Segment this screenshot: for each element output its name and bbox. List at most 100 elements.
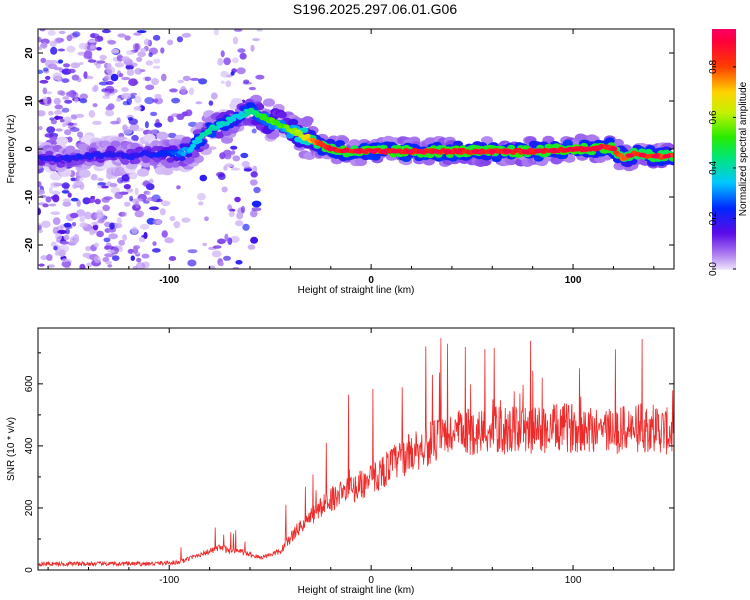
noise-speck bbox=[168, 256, 177, 261]
noise-speck bbox=[235, 220, 244, 227]
noise-speck bbox=[230, 145, 238, 150]
noise-speck bbox=[48, 186, 53, 194]
ridge-blob bbox=[206, 130, 213, 135]
colorbar-step bbox=[712, 29, 736, 32]
noise-speck bbox=[69, 127, 80, 132]
noise-speck bbox=[153, 58, 161, 64]
noise-speck bbox=[116, 217, 122, 225]
noise-speck bbox=[71, 222, 77, 227]
colorbar-step bbox=[712, 75, 736, 78]
noise-speck bbox=[154, 93, 162, 99]
noise-speck bbox=[208, 100, 214, 106]
noise-speck bbox=[136, 56, 143, 63]
noise-speck bbox=[137, 51, 146, 58]
noise-speck bbox=[149, 206, 159, 211]
noise-speck bbox=[228, 210, 235, 218]
colorbar-step bbox=[712, 63, 736, 66]
noise-speck bbox=[50, 211, 60, 215]
y-tick-label: 0 bbox=[24, 567, 35, 573]
noise-speck bbox=[155, 219, 162, 225]
noise-speck bbox=[73, 180, 84, 187]
colorbar-step bbox=[712, 55, 736, 58]
noise-speck bbox=[96, 209, 103, 214]
ridge-blob bbox=[45, 150, 54, 157]
colorbar-step bbox=[712, 203, 736, 206]
noise-speck bbox=[75, 113, 85, 118]
noise-speck bbox=[152, 248, 161, 253]
colorbar-step bbox=[712, 221, 736, 224]
noise-speck bbox=[110, 120, 119, 125]
colorbar-step bbox=[712, 127, 736, 130]
noise-speck bbox=[63, 129, 72, 136]
noise-speck bbox=[43, 96, 48, 104]
noise-speck bbox=[108, 227, 117, 233]
colorbar-step bbox=[712, 153, 736, 156]
y-tick-label: 0 bbox=[24, 146, 35, 152]
ridge-bead bbox=[432, 149, 441, 154]
noise-speck bbox=[167, 115, 174, 123]
noise-speck bbox=[169, 215, 176, 222]
colorbar-step bbox=[712, 151, 736, 154]
colorbar-step bbox=[712, 81, 736, 84]
noise-speck bbox=[38, 125, 43, 131]
colorbar-step bbox=[712, 131, 736, 134]
noise-speck bbox=[220, 80, 225, 84]
noise-speck bbox=[83, 71, 88, 79]
colorbar-step bbox=[712, 173, 736, 176]
y-tick-label: -10 bbox=[24, 189, 35, 204]
colorbar-step bbox=[712, 39, 736, 42]
colorbar-tick-label: 0.2 bbox=[708, 211, 719, 225]
ridge-blob bbox=[335, 140, 345, 147]
noise-speck bbox=[240, 152, 249, 159]
noise-speck bbox=[57, 59, 64, 64]
colorbar-step bbox=[712, 267, 736, 270]
noise-speck bbox=[241, 160, 250, 168]
ridge-blob bbox=[170, 160, 181, 168]
y-tick-label: 10 bbox=[24, 95, 35, 107]
colorbar-step bbox=[712, 107, 736, 110]
ridge-bead bbox=[417, 149, 425, 154]
noise-speck bbox=[145, 60, 154, 66]
noise-speck bbox=[38, 263, 45, 267]
noise-speck bbox=[38, 36, 42, 43]
noise-speck bbox=[232, 266, 240, 269]
noise-speck bbox=[97, 177, 104, 182]
noise-speck bbox=[121, 174, 130, 182]
noise-speck bbox=[58, 30, 66, 35]
colorbar-step bbox=[712, 109, 736, 112]
noise-speck bbox=[139, 223, 150, 230]
colorbar-step bbox=[712, 183, 736, 186]
noise-speck bbox=[54, 110, 63, 115]
noise-speck bbox=[50, 119, 58, 125]
noise-speck bbox=[221, 186, 228, 193]
noise-speck bbox=[67, 136, 73, 143]
noise-speck bbox=[76, 77, 82, 83]
ridge-bead bbox=[521, 149, 530, 154]
ridge-bead bbox=[454, 149, 463, 154]
colorbar-step bbox=[712, 165, 736, 168]
noise-speck bbox=[55, 128, 63, 132]
noise-speck bbox=[101, 185, 109, 189]
noise-speck bbox=[85, 245, 92, 252]
noise-speck bbox=[176, 113, 185, 121]
noise-speck bbox=[42, 203, 49, 208]
noise-speck bbox=[86, 197, 96, 204]
noise-speck bbox=[237, 48, 246, 53]
noise-speck bbox=[88, 56, 93, 61]
noise-speck bbox=[125, 50, 135, 56]
noise-speck bbox=[38, 225, 42, 231]
noise-speck bbox=[130, 92, 138, 96]
colorbar-step bbox=[712, 147, 736, 150]
noise-speck bbox=[112, 223, 123, 229]
colorbar-step bbox=[712, 247, 736, 250]
ridge-bead bbox=[609, 146, 618, 152]
ridge-bead bbox=[380, 149, 389, 154]
snr-background bbox=[38, 328, 674, 570]
noise-speck bbox=[70, 91, 79, 100]
noise-speck bbox=[138, 236, 146, 243]
colorbar-step bbox=[712, 101, 736, 104]
noise-speck bbox=[97, 182, 107, 186]
noise-speck bbox=[111, 48, 120, 54]
